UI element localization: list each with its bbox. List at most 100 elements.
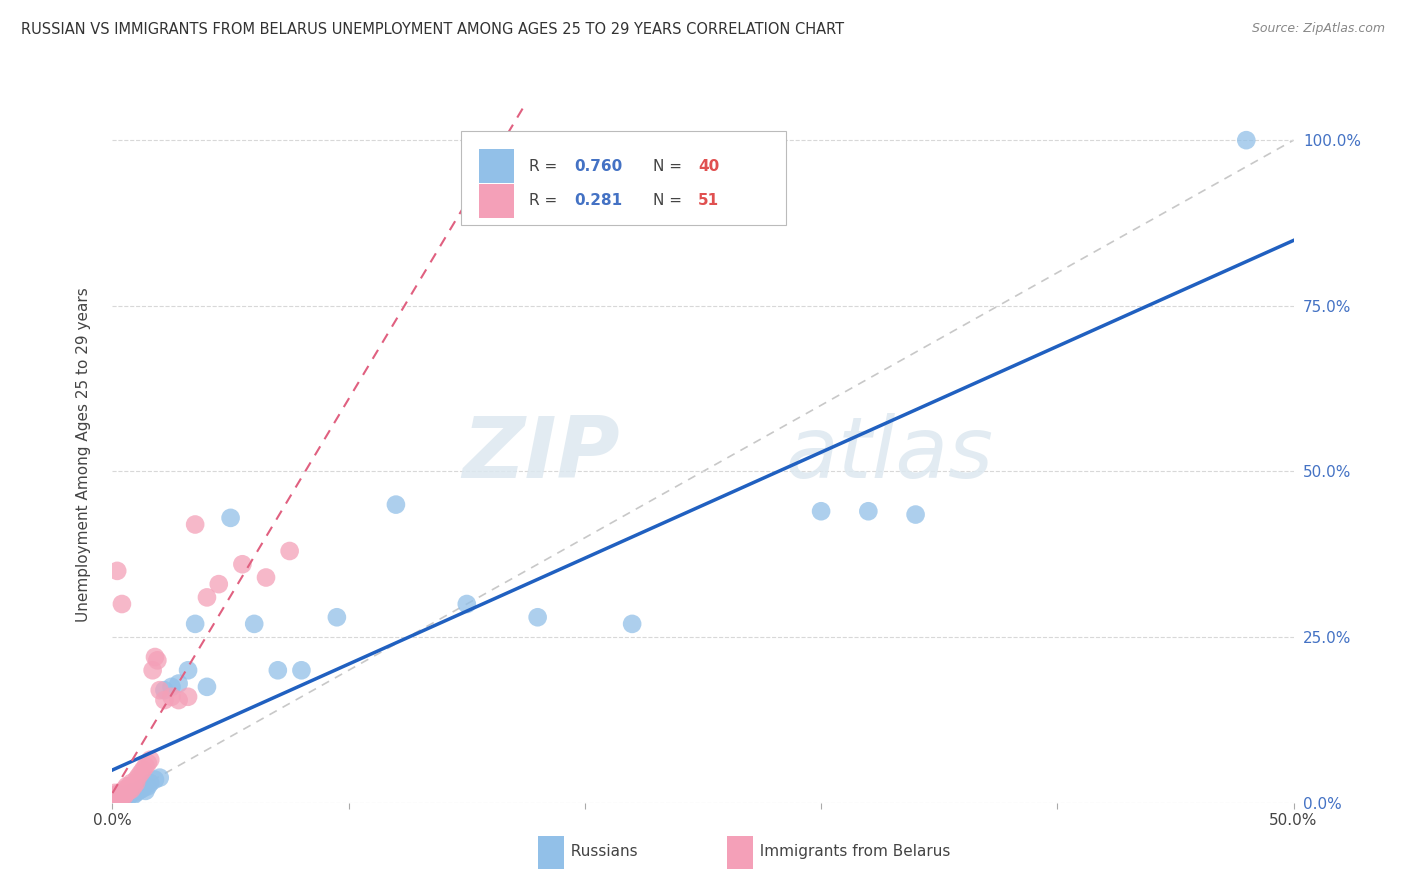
Point [243, 616, 266, 631]
Point [118, 789, 141, 804]
Point [135, 759, 157, 773]
Point [105, 788, 128, 802]
Point [526, 610, 548, 624]
Point [118, 779, 141, 793]
Point [904, 508, 927, 522]
Point [810, 504, 832, 518]
Point [108, 790, 131, 805]
Point [278, 544, 301, 558]
Point [621, 616, 644, 631]
Point [143, 772, 166, 787]
Point [129, 766, 152, 780]
Point [115, 788, 138, 802]
Point [105, 790, 128, 805]
Point [326, 610, 349, 624]
Point [167, 676, 190, 690]
Point [125, 772, 148, 787]
Point [184, 616, 207, 631]
Point [108, 788, 131, 802]
Point [112, 792, 135, 806]
Point [122, 779, 145, 793]
Text: R =: R = [530, 194, 562, 209]
Text: N =: N = [654, 159, 688, 174]
Point [104, 790, 127, 805]
Point [385, 498, 408, 512]
Point [219, 511, 242, 525]
Point [104, 792, 127, 806]
Point [108, 790, 131, 805]
Point [104, 786, 127, 800]
Text: Russians: Russians [561, 844, 638, 859]
Point [195, 591, 218, 605]
Text: RUSSIAN VS IMMIGRANTS FROM BELARUS UNEMPLOYMENT AMONG AGES 25 TO 29 YEARS CORREL: RUSSIAN VS IMMIGRANTS FROM BELARUS UNEMP… [21, 22, 844, 37]
Point [115, 786, 138, 800]
Point [177, 663, 200, 677]
Bar [537, 836, 564, 869]
Bar [478, 185, 515, 218]
Point [132, 781, 155, 796]
Point [142, 663, 165, 677]
Point [104, 788, 127, 802]
Point [160, 680, 183, 694]
Point [104, 794, 127, 808]
Point [115, 779, 138, 793]
Point [104, 792, 127, 806]
Point [104, 791, 127, 805]
Point [118, 784, 141, 798]
Text: 51: 51 [699, 194, 720, 209]
Point [105, 792, 128, 806]
Point [290, 663, 312, 677]
Text: Source: ZipAtlas.com: Source: ZipAtlas.com [1251, 22, 1385, 36]
Point [267, 663, 290, 677]
Point [160, 690, 183, 704]
Point [115, 782, 138, 797]
Point [153, 693, 176, 707]
Point [132, 763, 155, 777]
Point [104, 789, 127, 804]
Point [125, 786, 148, 800]
Point [135, 784, 157, 798]
Text: Immigrants from Belarus: Immigrants from Belarus [751, 844, 950, 859]
Point [149, 771, 172, 785]
Text: ZIP: ZIP [463, 413, 620, 497]
Bar [478, 150, 515, 183]
Point [149, 683, 172, 698]
Point [105, 794, 128, 808]
Point [125, 776, 148, 790]
Point [1234, 133, 1257, 147]
FancyBboxPatch shape [461, 131, 786, 226]
Point [111, 789, 134, 804]
Point [108, 786, 131, 800]
Y-axis label: Unemployment Among Ages 25 to 29 years: Unemployment Among Ages 25 to 29 years [76, 287, 91, 623]
Point [112, 782, 135, 797]
Point [136, 779, 159, 793]
Point [111, 788, 134, 802]
Bar [727, 836, 752, 869]
Point [105, 789, 128, 804]
Point [111, 790, 134, 805]
Text: 40: 40 [699, 159, 720, 174]
Point [122, 788, 145, 802]
Text: R =: R = [530, 159, 562, 174]
Point [208, 577, 231, 591]
Point [167, 693, 190, 707]
Text: 0.281: 0.281 [574, 194, 623, 209]
Point [111, 597, 134, 611]
Point [177, 690, 200, 704]
Point [136, 756, 159, 770]
Point [456, 597, 478, 611]
Point [139, 776, 162, 790]
Point [146, 653, 169, 667]
Point [120, 786, 142, 800]
Point [254, 570, 277, 584]
Point [858, 504, 880, 518]
Point [127, 784, 149, 798]
Point [112, 789, 135, 804]
Point [108, 788, 131, 802]
Text: N =: N = [654, 194, 688, 209]
Point [129, 782, 152, 797]
Text: 0.760: 0.760 [574, 159, 623, 174]
Point [143, 650, 166, 665]
Point [105, 564, 128, 578]
Point [139, 753, 162, 767]
